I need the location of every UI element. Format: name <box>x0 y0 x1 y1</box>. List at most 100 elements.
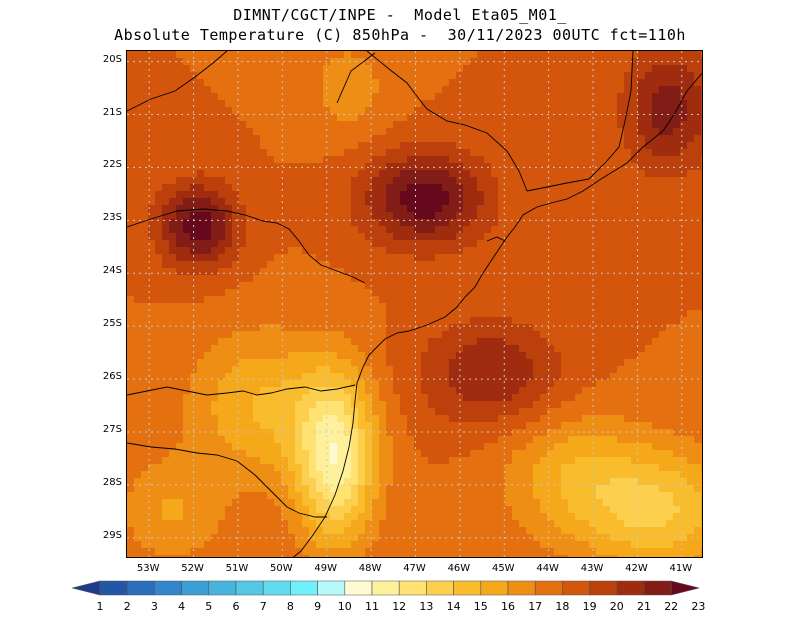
field-cell <box>512 100 520 108</box>
field-cell <box>246 394 254 402</box>
field-cell <box>155 317 163 325</box>
field-cell <box>379 450 387 458</box>
field-cell <box>288 121 296 129</box>
field-cell <box>358 86 366 94</box>
field-cell <box>379 177 387 185</box>
field-cell <box>330 254 338 262</box>
field-cell <box>470 100 478 108</box>
field-cell <box>393 247 401 255</box>
field-cell <box>540 191 548 199</box>
field-cell <box>533 93 541 101</box>
field-cell <box>603 93 611 101</box>
field-cell <box>393 163 401 171</box>
field-cell <box>386 86 394 94</box>
field-cell <box>428 128 436 136</box>
field-cell <box>414 86 422 94</box>
field-cell <box>652 100 660 108</box>
field-cell <box>218 163 226 171</box>
field-cell <box>589 303 597 311</box>
field-cell <box>498 464 506 472</box>
field-cell <box>337 107 345 115</box>
field-cell <box>127 93 135 101</box>
field-cell <box>575 121 583 129</box>
field-cell <box>204 373 212 381</box>
field-cell <box>183 170 191 178</box>
field-cell <box>260 205 268 213</box>
field-cell <box>512 415 520 423</box>
field-cell <box>162 338 170 346</box>
field-cell <box>372 142 380 150</box>
field-cell <box>498 457 506 465</box>
field-cell <box>372 450 380 458</box>
field-cell <box>141 464 149 472</box>
field-cell <box>435 366 443 374</box>
field-cell <box>666 79 674 87</box>
field-cell <box>155 436 163 444</box>
field-cell <box>421 121 429 129</box>
field-cell <box>169 142 177 150</box>
field-cell <box>288 345 296 353</box>
field-cell <box>484 170 492 178</box>
field-cell <box>393 275 401 283</box>
field-cell <box>337 247 345 255</box>
field-cell <box>253 443 261 451</box>
field-cell <box>694 198 702 206</box>
field-cell <box>386 261 394 269</box>
field-cell <box>281 429 289 437</box>
field-cell <box>267 289 275 297</box>
field-cell <box>407 135 415 143</box>
field-cell <box>400 107 408 115</box>
field-cell <box>568 275 576 283</box>
field-cell <box>372 212 380 220</box>
field-cell <box>638 212 646 220</box>
field-cell <box>344 240 352 248</box>
field-cell <box>484 233 492 241</box>
field-cell <box>253 107 261 115</box>
field-cell <box>344 345 352 353</box>
field-cell <box>694 296 702 304</box>
field-cell <box>428 184 436 192</box>
field-cell <box>274 184 282 192</box>
field-cell <box>694 331 702 339</box>
field-cell <box>547 261 555 269</box>
field-cell <box>393 289 401 297</box>
field-cell <box>400 296 408 304</box>
field-cell <box>666 303 674 311</box>
field-cell <box>470 107 478 115</box>
field-cell <box>687 247 695 255</box>
field-cell <box>148 324 156 332</box>
field-cell <box>561 401 569 409</box>
field-cell <box>281 128 289 136</box>
field-cell <box>589 100 597 108</box>
field-cell <box>246 422 254 430</box>
field-cell <box>666 464 674 472</box>
field-cell <box>666 212 674 220</box>
field-cell <box>540 373 548 381</box>
field-cell <box>624 226 632 234</box>
field-cell <box>316 156 324 164</box>
field-cell <box>260 121 268 129</box>
field-cell <box>442 184 450 192</box>
field-cell <box>652 310 660 318</box>
field-cell <box>582 345 590 353</box>
field-cell <box>148 310 156 318</box>
field-cell <box>603 359 611 367</box>
field-cell <box>365 450 373 458</box>
field-cell <box>183 366 191 374</box>
field-cell <box>225 429 233 437</box>
field-cell <box>134 156 142 164</box>
field-cell <box>295 394 303 402</box>
field-cell <box>246 415 254 423</box>
field-cell <box>127 373 135 381</box>
field-cell <box>582 387 590 395</box>
field-cell <box>491 79 499 87</box>
field-cell <box>652 79 660 87</box>
field-cell <box>141 128 149 136</box>
field-cell <box>176 149 184 157</box>
field-cell <box>694 338 702 346</box>
field-cell <box>197 93 205 101</box>
field-cell <box>197 233 205 241</box>
field-cell <box>141 457 149 465</box>
field-cell <box>491 324 499 332</box>
field-cell <box>428 282 436 290</box>
